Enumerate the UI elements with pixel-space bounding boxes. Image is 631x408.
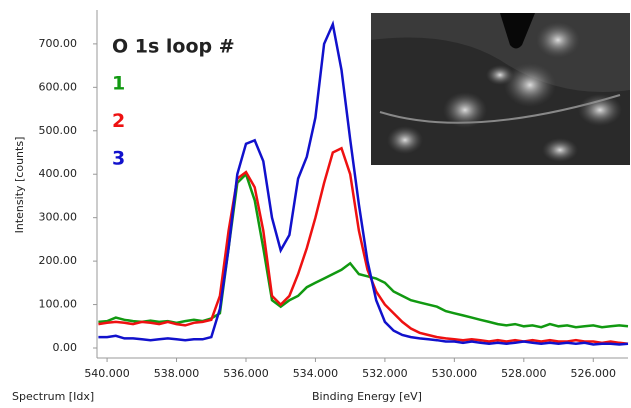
x-tick-label: 530.000 — [432, 367, 478, 380]
x-tick-label: 540.000 — [84, 367, 130, 380]
y-tick-label: 700.00 — [39, 37, 78, 50]
y-tick-label: 400.00 — [39, 167, 78, 180]
x-tick-label: 534.000 — [293, 367, 339, 380]
legend-entry: 1 — [112, 73, 125, 95]
x-tick-label: 526.000 — [571, 367, 617, 380]
y-axis-label: Intensity [counts] — [13, 137, 26, 234]
series-line — [98, 146, 629, 345]
x-tick-label: 536.000 — [223, 367, 269, 380]
x-tick-label: 528.000 — [501, 367, 547, 380]
y-tick-label: 300.00 — [39, 211, 78, 224]
inset-image — [371, 13, 630, 165]
x-tick-label: 538.000 — [154, 367, 200, 380]
legend-entry: 2 — [112, 110, 125, 132]
legend-entry: 3 — [112, 148, 125, 170]
x-tick-label: 532.000 — [362, 367, 408, 380]
legend-title: O 1s loop # — [112, 36, 235, 58]
series-line — [98, 20, 629, 346]
y-tick-label: 0.00 — [53, 341, 78, 354]
y-tick-label: 600.00 — [39, 80, 78, 93]
y-tick-label: 200.00 — [39, 254, 78, 267]
footnote: Spectrum [Idx] — [12, 390, 94, 403]
plot: 0.00 100.00 200.00 300.00 400.00 500.00 600.00… — [39, 10, 629, 380]
x-axis-label: Binding Energy [eV] — [312, 390, 422, 403]
series-line — [98, 171, 629, 329]
y-tick-label: 500.00 — [39, 124, 78, 137]
y-tick-label: 100.00 — [39, 298, 78, 311]
